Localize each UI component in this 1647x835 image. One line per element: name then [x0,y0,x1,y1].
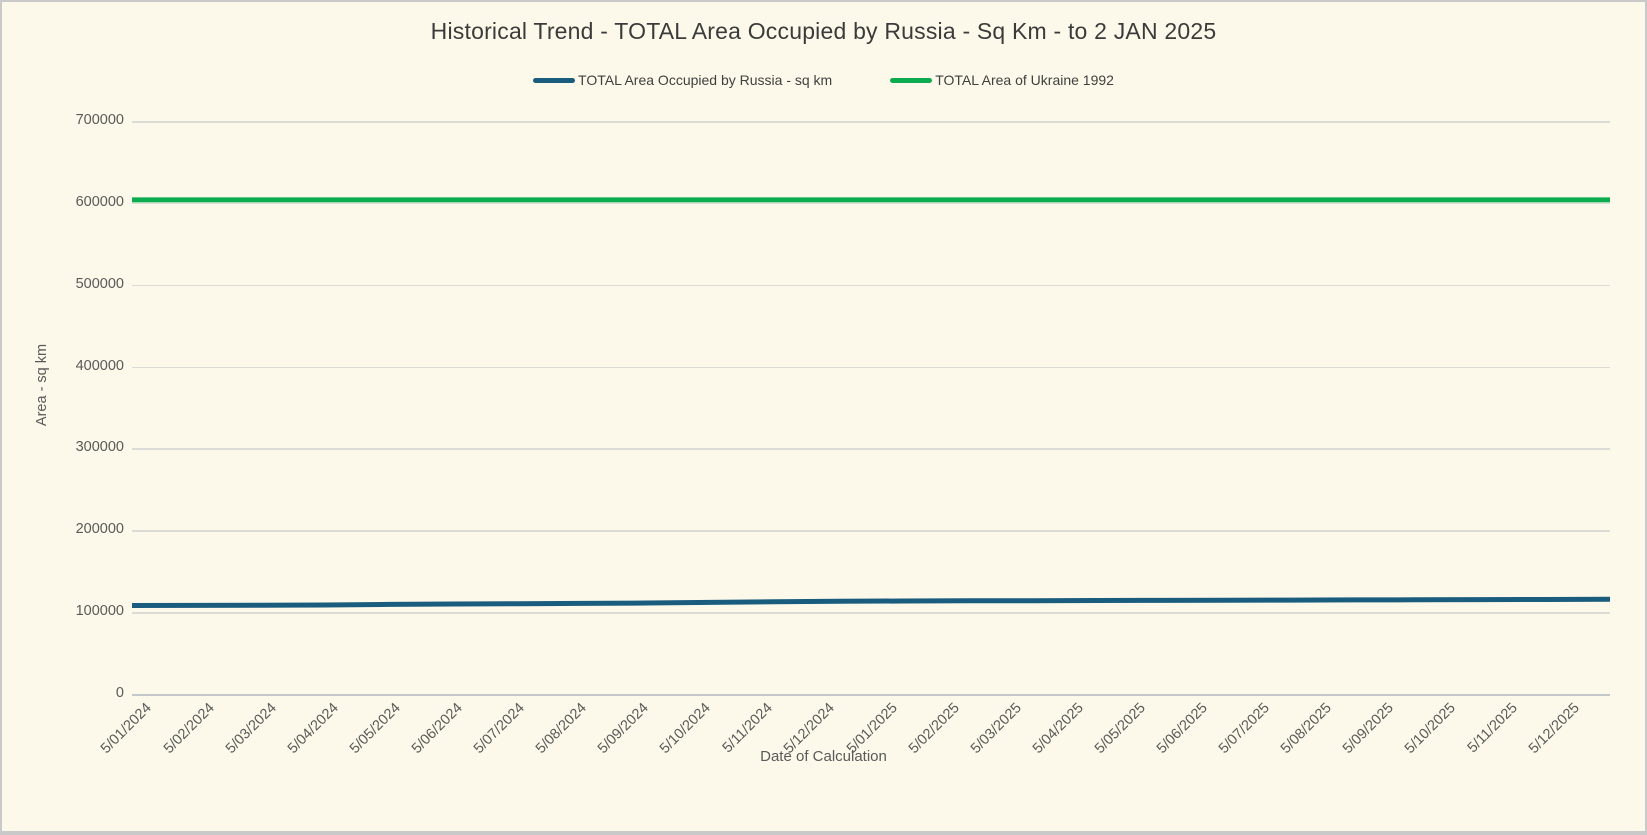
y-tick-label: 400000 [75,357,124,374]
gridline [132,530,1610,532]
gridline [132,366,1610,369]
plot-area [131,197,1611,608]
legend-item-ukraine: TOTAL Area of Ukraine 1992 [890,72,1114,88]
series-line-russia [131,596,1611,608]
y-tick-label: 0 [115,685,124,701]
y-tick-label: 700000 [75,112,124,128]
legend-item-russia: TOTAL Area Occupied by Russia - sq km [533,72,832,88]
gridline [132,612,1610,614]
legend-swatch-russia-icon [533,77,576,83]
y-tick-label: 600000 [75,193,124,210]
gridline [132,448,1610,450]
x-axis-title: Date of Calculation [760,748,887,765]
y-tick-label: 200000 [75,521,124,538]
gridline [132,284,1610,287]
legend-label-russia: TOTAL Area Occupied by Russia - sq km [578,72,833,88]
y-tick-label: 100000 [75,603,124,620]
y-tick-label: 500000 [75,275,124,292]
y-tick-label: 300000 [75,439,124,456]
legend-label-ukraine: TOTAL Area of Ukraine 1992 [935,72,1114,88]
legend-swatch-ukraine-icon [890,77,933,83]
x-axis-line [132,694,1610,696]
gridline [132,121,1610,123]
y-axis-title: Area - sq km [34,343,50,427]
legend: TOTAL Area Occupied by Russia - sq km TO… [2,72,1645,88]
gridline [132,202,1610,205]
chart-title: Historical Trend - TOTAL Area Occupied b… [430,18,1217,44]
